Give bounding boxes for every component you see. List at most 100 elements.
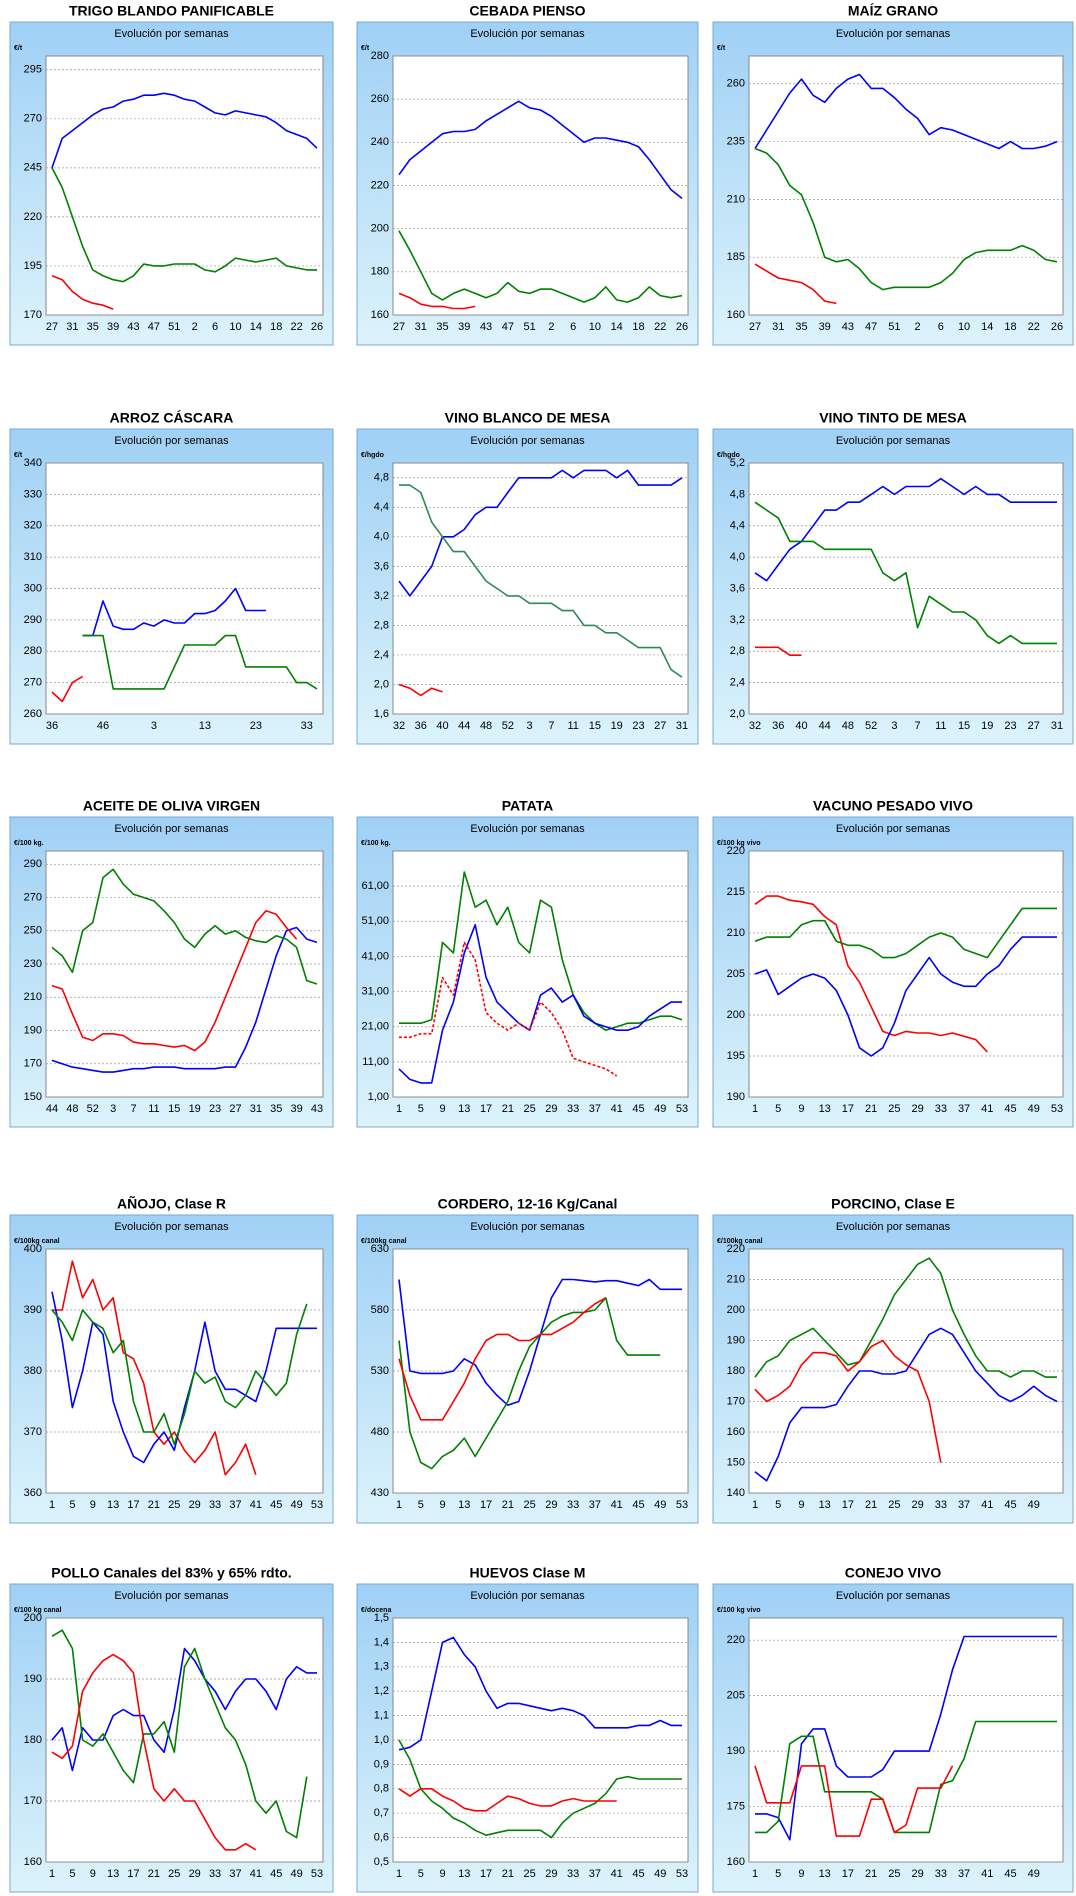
x-tick-label: 41	[250, 1499, 262, 1511]
y-tick-label: 260	[371, 93, 389, 105]
x-tick-label: 3	[891, 720, 897, 732]
y-tick-label: 170	[24, 309, 42, 321]
x-tick-label: 40	[795, 720, 807, 732]
x-tick-label: 5	[69, 1499, 75, 1511]
chart-title: AÑOJO, Clase R	[117, 1195, 226, 1212]
y-tick-label: 1,4	[374, 1636, 389, 1648]
y-tick-label: 220	[727, 1243, 745, 1255]
y-tick-label: 270	[24, 891, 42, 903]
y-tick-label: 245	[24, 162, 42, 174]
x-tick-label: 25	[168, 1499, 180, 1511]
x-tick-label: 6	[938, 321, 944, 333]
y-tick-label: 320	[24, 520, 42, 532]
y-tick-label: 61,00	[361, 880, 389, 892]
x-tick-label: 36	[46, 720, 58, 732]
y-tick-label: 190	[727, 1091, 745, 1103]
x-tick-label: 25	[523, 1103, 535, 1115]
x-tick-label: 33	[935, 1868, 947, 1880]
plot-area	[45, 55, 324, 316]
y-tick-label: 180	[371, 266, 389, 278]
y-tick-label: 190	[24, 1673, 42, 1685]
series-line	[398, 100, 683, 200]
y-tick-label: 380	[24, 1365, 42, 1377]
chart-subtitle: Evolución por semanas	[836, 435, 951, 447]
x-tick-label: 47	[865, 321, 877, 333]
x-tick-label: 14	[250, 321, 262, 333]
x-tick-label: 31	[66, 321, 78, 333]
series-line	[398, 1297, 607, 1421]
y-tick-label: 170	[24, 1795, 42, 1807]
x-tick-label: 18	[1004, 321, 1016, 333]
x-tick-label: 41	[611, 1499, 623, 1511]
x-tick-label: 47	[148, 321, 160, 333]
y-tick-label: 340	[24, 457, 42, 469]
y-tick-label: 220	[727, 845, 745, 857]
x-tick-label: 49	[290, 1499, 302, 1511]
series-line	[754, 501, 1057, 645]
y-tick-label: 41,00	[361, 950, 389, 962]
y-axis-unit: €/hgdo	[717, 452, 740, 459]
x-tick-label: 53	[311, 1868, 323, 1880]
y-tick-label: 220	[24, 211, 42, 223]
series-line	[398, 469, 683, 597]
y-tick-label: 195	[24, 260, 42, 272]
x-tick-label: 10	[958, 321, 970, 333]
x-tick-label: 49	[654, 1499, 666, 1511]
x-tick-label: 2	[915, 321, 921, 333]
chart-subtitle: Evolución por semanas	[836, 1221, 951, 1233]
y-tick-label: 1,6	[374, 708, 389, 720]
x-tick-label: 36	[772, 720, 784, 732]
y-tick-label: 205	[727, 1690, 745, 1702]
x-tick-label: 47	[502, 321, 514, 333]
y-tick-label: 200	[727, 1009, 745, 1021]
x-tick-label: 17	[842, 1868, 854, 1880]
chart-subtitle: Evolución por semanas	[470, 435, 585, 447]
y-tick-label: 2,0	[374, 678, 389, 690]
y-tick-label: 360	[24, 1487, 42, 1499]
x-tick-label: 25	[523, 1499, 535, 1511]
x-tick-label: 3	[110, 1103, 116, 1115]
y-tick-label: 290	[24, 858, 42, 870]
x-tick-label: 25	[888, 1499, 900, 1511]
x-tick-label: 48	[480, 720, 492, 732]
x-tick-label: 45	[632, 1499, 644, 1511]
x-tick-label: 13	[458, 1103, 470, 1115]
series-line	[754, 1327, 1058, 1482]
chart-subtitle: Evolución por semanas	[470, 1590, 585, 1602]
y-tick-label: 31,00	[361, 985, 389, 997]
plot-area	[45, 462, 324, 715]
x-tick-label: 46	[97, 720, 109, 732]
y-axis-unit: €/t	[14, 45, 23, 52]
x-tick-label: 10	[589, 321, 601, 333]
y-tick-label: 630	[371, 1243, 389, 1255]
x-tick-label: 35	[87, 321, 99, 333]
x-tick-label: 13	[107, 1499, 119, 1511]
y-tick-label: 2,4	[374, 649, 389, 661]
y-tick-label: 160	[371, 309, 389, 321]
y-tick-label: 2,4	[730, 677, 745, 689]
series-line	[399, 484, 683, 678]
x-tick-label: 15	[589, 720, 601, 732]
x-tick-label: 45	[270, 1868, 282, 1880]
x-tick-label: 37	[589, 1103, 601, 1115]
y-tick-label: 480	[371, 1426, 389, 1438]
series-line	[51, 1647, 317, 1772]
y-tick-label: 200	[727, 1304, 745, 1316]
y-tick-label: 270	[24, 677, 42, 689]
x-tick-label: 25	[888, 1868, 900, 1880]
series-line	[51, 275, 114, 310]
series-line	[51, 1653, 257, 1851]
chart-title: ACEITE DE OLIVA VIRGEN	[83, 798, 260, 814]
y-tick-label: 250	[24, 925, 42, 937]
y-tick-label: 220	[727, 1634, 745, 1646]
series-line	[754, 263, 837, 305]
x-tick-label: 35	[270, 1103, 282, 1115]
series-line	[755, 1635, 1057, 1841]
y-tick-label: 430	[371, 1487, 389, 1499]
y-tick-label: 5,2	[730, 457, 745, 469]
x-tick-label: 41	[981, 1103, 993, 1115]
x-tick-label: 43	[127, 321, 139, 333]
series-line	[754, 73, 1058, 150]
x-tick-label: 5	[775, 1499, 781, 1511]
x-tick-label: 3	[527, 720, 533, 732]
